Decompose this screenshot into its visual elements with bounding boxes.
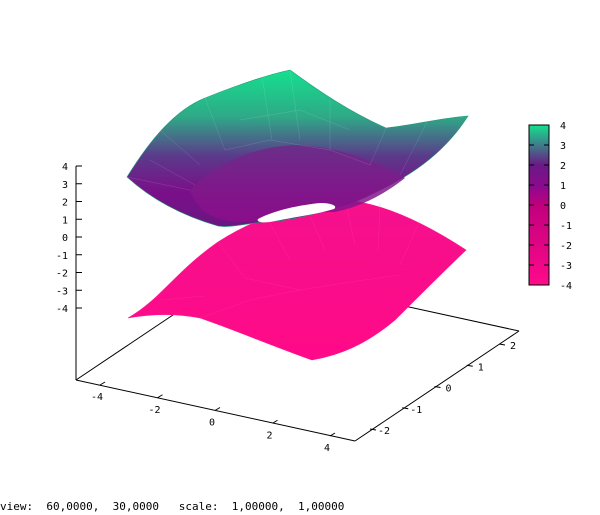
y-axis-line [354, 330, 520, 442]
colorbar-tick-label: -1 [560, 221, 572, 232]
colorbar-tick-label: 4 [560, 121, 566, 132]
colorbar-tick-label: -4 [560, 281, 572, 292]
z-axis-ticks: -4 -3 -2 -1 0 1 2 3 4 [56, 162, 82, 315]
status-bar: view: 60,0000, 30,0000 scale: 1,00000, 1… [0, 500, 345, 513]
x-tick-label: 4 [324, 443, 330, 454]
colorbar: 4 3 2 1 0 -1 -2 -3 -4 [528, 121, 572, 292]
upper-sheet-hole [257, 203, 336, 223]
x-tick-label: 2 [266, 430, 272, 441]
z-tick-label: -3 [56, 286, 68, 297]
y-tick-label: -1 [410, 405, 422, 416]
y-tick-mark [434, 386, 441, 388]
x-tick-label: -2 [148, 405, 160, 416]
z-tick-label: 0 [62, 233, 68, 244]
z-tick-label: -2 [56, 269, 68, 280]
y-tick-label: 2 [510, 341, 516, 352]
x-tick-mark [157, 394, 163, 399]
y-tick-mark [466, 364, 473, 367]
z-tick-label: 2 [62, 198, 68, 209]
x-tick-mark [99, 381, 106, 386]
colorbar-tick-label: -2 [560, 241, 572, 252]
colorbar-tick-label: 2 [560, 161, 566, 172]
y-tick-label: -2 [378, 426, 390, 437]
z-tick-label: 1 [62, 215, 68, 226]
z-tick-label: 4 [62, 162, 68, 173]
z-tick-label: 3 [62, 180, 68, 191]
upper-sheet-facets [126, 69, 428, 191]
colorbar-ticks: 4 3 2 1 0 -1 -2 -3 -4 [529, 121, 572, 292]
colorbar-tick-label: -3 [560, 261, 572, 272]
y-axis-ticks: -2 -1 0 1 2 [369, 341, 516, 437]
lower-sheet-surface [127, 199, 467, 361]
x-tick-mark [214, 407, 221, 411]
x-tick-mark [272, 419, 278, 424]
lower-sheet [127, 199, 467, 361]
x-tick-label: 0 [209, 418, 215, 429]
y-tick-mark [498, 343, 506, 346]
x-tick-mark [329, 432, 336, 437]
y-tick-mark [369, 428, 377, 431]
colorbar-tick-label: 1 [560, 181, 566, 192]
x-axis-ticks: -4 -2 0 2 4 [91, 381, 336, 454]
lower-sheet-facets [159, 199, 421, 319]
colorbar-tick-label: 3 [560, 141, 566, 152]
y-tick-mark [402, 407, 409, 410]
z-tick-label: -4 [56, 304, 68, 315]
y-tick-label: 0 [445, 384, 451, 395]
upper-sheet-inner [190, 145, 405, 222]
x-tick-label: -4 [91, 392, 103, 403]
upper-sheet [126, 69, 469, 227]
z-tick-label: -1 [56, 251, 68, 262]
y-tick-label: 1 [478, 362, 484, 373]
colorbar-tick-label: 0 [560, 201, 566, 212]
